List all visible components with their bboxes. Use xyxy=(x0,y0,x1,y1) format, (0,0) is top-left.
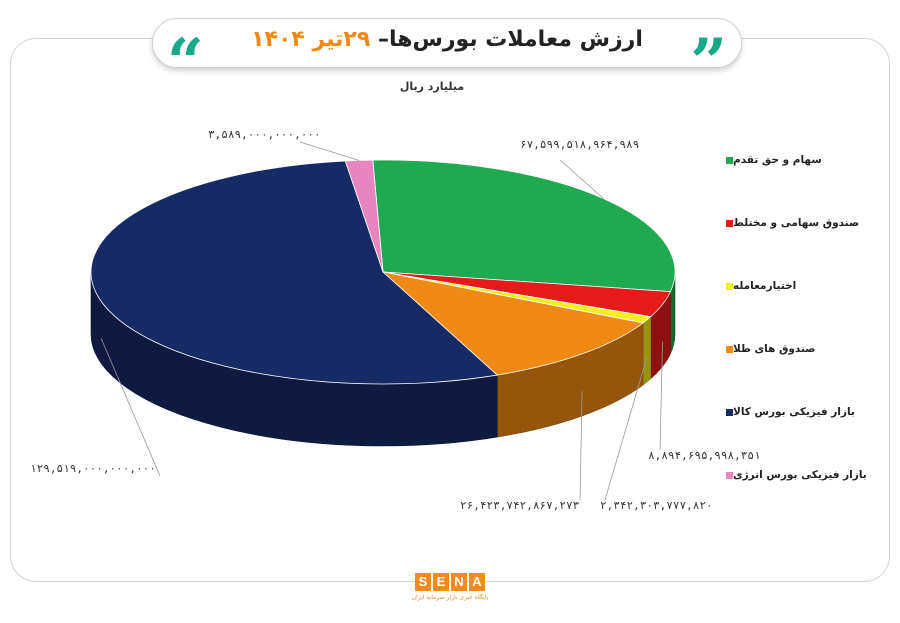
legend-label: بازار فیزیکی بورس انرژی xyxy=(733,469,867,481)
legend-swatch xyxy=(726,345,733,353)
legend-item: اختیارمعامله xyxy=(720,276,870,296)
pie-side-3 xyxy=(642,316,652,386)
title-main: ارزش معاملات بورس‌ها– xyxy=(377,27,643,52)
data-label-5: ۱۲۹,۵۱۹,۰۰۰,۰۰۰,۰۰۰ xyxy=(30,462,156,475)
logo-letter: E xyxy=(433,573,449,591)
legend-swatch xyxy=(726,471,733,479)
leader-line-1 xyxy=(559,159,604,199)
unit-label: میلیارد ریال xyxy=(399,80,465,93)
logo-letter: A xyxy=(469,573,485,591)
leader-line-3 xyxy=(604,356,648,501)
data-label-4: ۲۶,۴۲۳,۷۴۲,۸۶۷,۲۷۳ xyxy=(460,499,580,512)
legend-item: بازار فیزیکی بورس کالا xyxy=(720,402,870,422)
pie-sides xyxy=(90,271,676,447)
legend-label: صندوق های طلا xyxy=(733,343,816,355)
leader-line-4 xyxy=(579,391,583,501)
leader-line-6 xyxy=(299,141,360,161)
page-title: ارزش معاملات بورس‌ها– ۲۹تیر ۱۴۰۴ xyxy=(223,27,671,52)
logo-letter: N xyxy=(451,573,467,591)
pie-slice-4 xyxy=(381,271,644,376)
data-label-3: ۲,۳۴۲,۳۰۳,۷۷۷,۸۲۰ xyxy=(600,499,713,512)
legend-item: صندوق های طلا xyxy=(720,339,870,359)
legend-item: بازار فیزیکی بورس انرژی xyxy=(720,465,870,485)
legend-item: صندوق سهامی و مختلط xyxy=(720,213,870,233)
legend-swatch xyxy=(726,282,733,290)
quote-left-icon: “ xyxy=(167,25,204,100)
title-date: ۲۹تیر ۱۴۰۴ xyxy=(251,27,371,52)
logo-letter: S xyxy=(415,573,431,591)
legend-item: سهام و حق تقدم xyxy=(720,150,870,170)
legend-label: بازار فیزیکی بورس کالا xyxy=(733,406,855,418)
title-banner: “ ارزش معاملات بورس‌ها– ۲۹تیر ۱۴۰۴ ” xyxy=(152,18,742,95)
leader-line-5 xyxy=(100,338,161,477)
label-leaders xyxy=(100,141,663,501)
legend-swatch xyxy=(726,408,733,416)
leader-line-2 xyxy=(659,341,663,451)
pie-slice-1 xyxy=(372,159,676,293)
legend-label: صندوق سهامی و مختلط xyxy=(733,217,860,229)
data-label-6: ۳,۵۸۹,۰۰۰,۰۰۰,۰۰۰ xyxy=(208,128,321,141)
data-label-2: ۸,۸۹۴,۶۹۵,۹۹۸,۳۵۱ xyxy=(648,449,761,462)
pie-slices xyxy=(90,159,676,385)
logo-subtitle: پایگاه خبری بازار سرمایه ایران xyxy=(411,594,489,601)
data-label-1: ۶۷,۵۹۹,۵۱۸,۹۶۴,۹۸۹ xyxy=(520,138,640,151)
legend-label: سهام و حق تقدم xyxy=(733,154,822,166)
legend-label: اختیارمعامله xyxy=(733,280,797,292)
legend-swatch xyxy=(726,156,733,164)
quote-right-icon: ” xyxy=(690,25,727,100)
pie-slice-5 xyxy=(90,160,499,385)
legend-swatch xyxy=(726,219,733,227)
